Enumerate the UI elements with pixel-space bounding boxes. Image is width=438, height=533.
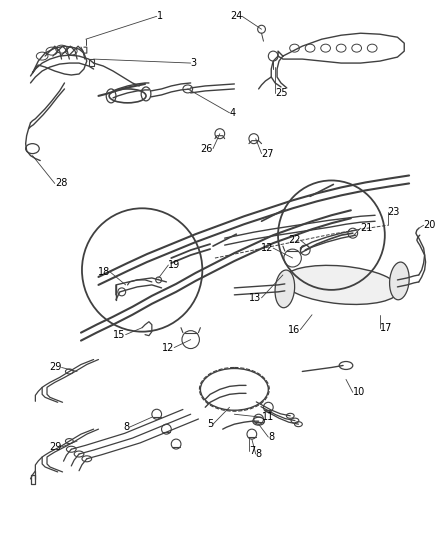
Text: 12: 12 — [162, 343, 174, 352]
Text: 18: 18 — [98, 267, 110, 277]
Text: 13: 13 — [249, 293, 261, 303]
Text: 10: 10 — [353, 387, 365, 397]
Text: 23: 23 — [388, 207, 400, 217]
Text: 26: 26 — [201, 143, 213, 154]
Text: 27: 27 — [261, 149, 274, 159]
Text: 24: 24 — [230, 11, 242, 21]
Ellipse shape — [389, 262, 409, 300]
Ellipse shape — [283, 265, 399, 304]
Text: 3: 3 — [191, 58, 197, 68]
Text: 21: 21 — [360, 223, 373, 233]
Text: 29: 29 — [49, 362, 62, 373]
Ellipse shape — [275, 270, 295, 308]
Text: 22: 22 — [288, 235, 300, 245]
Text: 1: 1 — [157, 11, 163, 21]
Text: 7: 7 — [249, 446, 255, 456]
Text: 8: 8 — [124, 422, 130, 432]
Text: 4: 4 — [230, 108, 236, 118]
Text: 25: 25 — [275, 88, 288, 98]
Text: 5: 5 — [207, 419, 213, 429]
Text: 20: 20 — [424, 220, 436, 230]
Text: 11: 11 — [261, 412, 274, 422]
Text: 8: 8 — [256, 449, 262, 459]
Text: 29: 29 — [49, 442, 62, 452]
Text: 19: 19 — [168, 260, 180, 270]
Text: 8: 8 — [268, 432, 275, 442]
Text: 17: 17 — [380, 322, 392, 333]
Text: 15: 15 — [113, 329, 126, 340]
Text: 12: 12 — [261, 243, 273, 253]
Text: 28: 28 — [55, 179, 67, 189]
Text: 16: 16 — [288, 325, 300, 335]
